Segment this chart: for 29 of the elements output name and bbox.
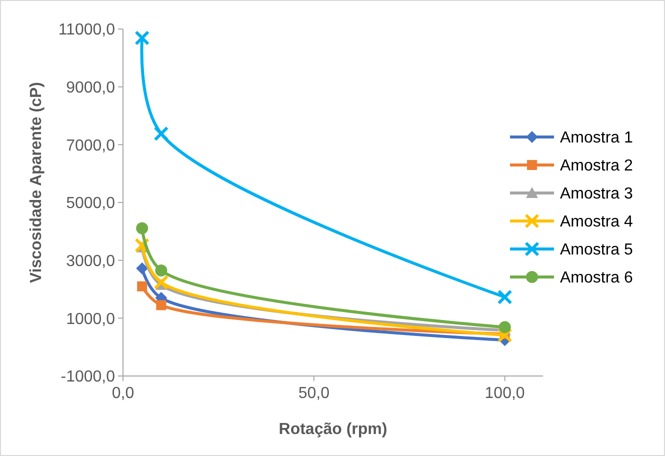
legend-label: Amostra 4: [560, 214, 634, 231]
point: [155, 264, 168, 276]
y-tick-label: 1000,0: [66, 310, 116, 328]
y-tick-label: 3000,0: [66, 252, 116, 270]
legend-label: Amostra 5: [560, 242, 634, 259]
x-tick-label: 100,0: [484, 385, 525, 402]
y-tick-label: 9000,0: [66, 79, 116, 96]
point: [497, 290, 512, 305]
legend-label: Amostra 6: [560, 270, 634, 287]
y-tick-label: 5000,0: [66, 195, 116, 212]
point: [154, 126, 169, 142]
legend-label: Amostra 3: [560, 186, 634, 203]
point: [134, 30, 150, 46]
x-tick-label: 50,0: [298, 385, 330, 402]
point: [497, 328, 512, 343]
point: [156, 300, 166, 310]
x-axis-title: Rotação (rpm): [278, 421, 388, 438]
y-tick-label: 7000,0: [66, 137, 116, 154]
point: [137, 281, 148, 292]
x-tick-label: 0,0: [112, 385, 134, 402]
legend-label: Amostra 1: [560, 130, 634, 147]
point: [136, 262, 148, 274]
point: [154, 274, 169, 290]
y-tick-label: 11000,0: [58, 22, 116, 39]
y-tick-label: -1000,0: [60, 368, 116, 386]
point: [136, 222, 148, 234]
y-axis-title: Viscosidade Aparente (cP): [28, 82, 45, 283]
legend-label: Amostra 2: [560, 158, 634, 175]
point: [498, 321, 511, 334]
